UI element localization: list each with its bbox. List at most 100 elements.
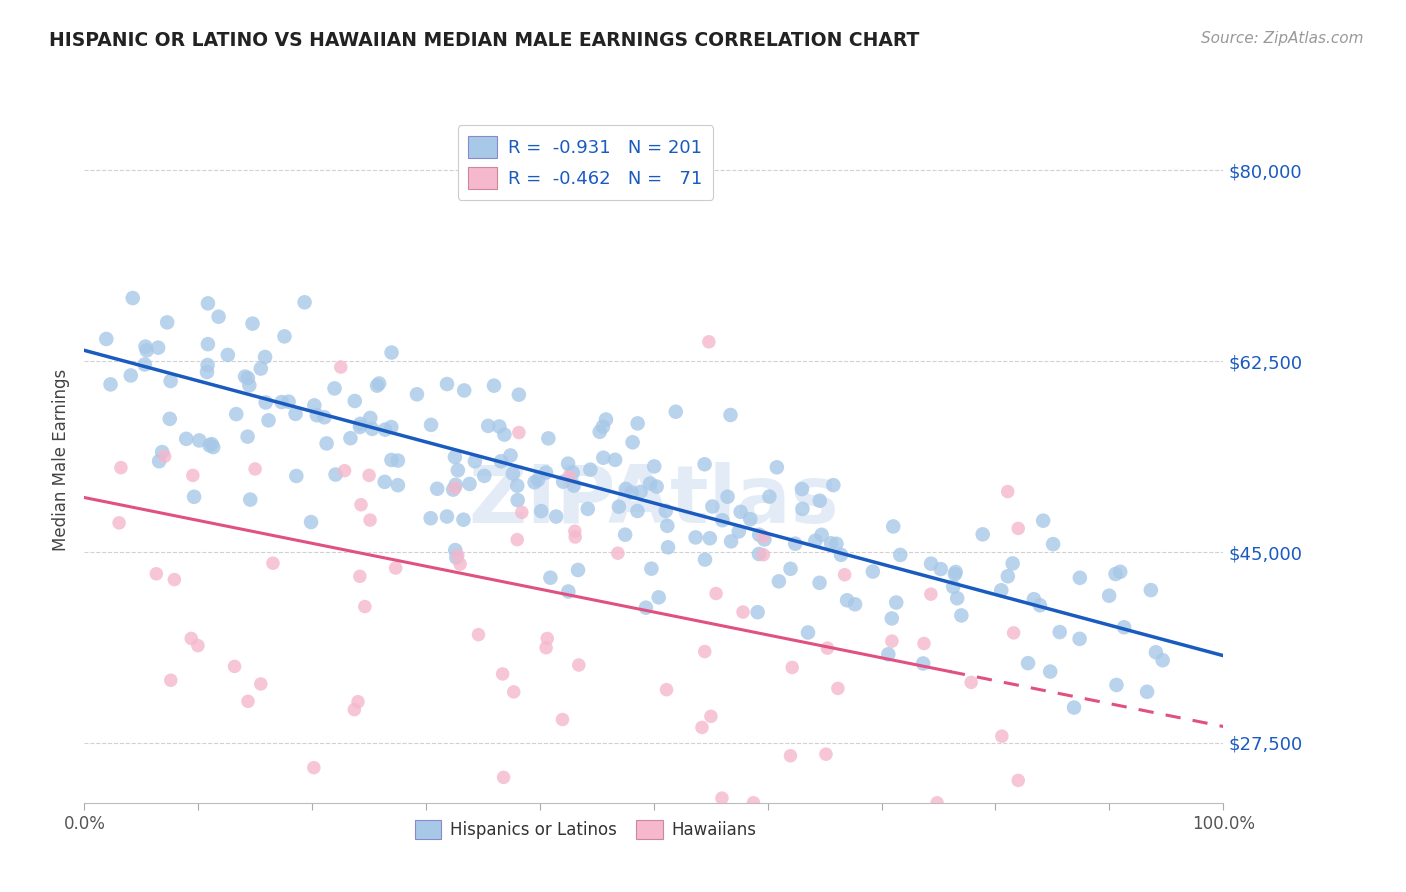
- Point: [699, 531, 721, 545]
- Point: [207, 310, 229, 324]
- Point: [700, 709, 723, 723]
- Point: [236, 429, 259, 443]
- Point: [697, 334, 720, 349]
- Point: [1152, 653, 1174, 667]
- Point: [195, 365, 218, 379]
- Point: [197, 296, 219, 310]
- Point: [1029, 599, 1052, 613]
- Point: [731, 605, 754, 619]
- Point: [254, 350, 277, 364]
- Point: [304, 398, 326, 412]
- Point: [347, 695, 370, 709]
- Point: [1007, 773, 1029, 788]
- Point: [634, 600, 657, 615]
- Point: [343, 394, 366, 409]
- Point: [716, 490, 738, 504]
- Point: [568, 658, 591, 673]
- Point: [627, 417, 650, 431]
- Point: [1140, 583, 1163, 598]
- Point: [380, 420, 402, 434]
- Point: [444, 543, 467, 558]
- Point: [626, 504, 648, 518]
- Point: [790, 482, 813, 496]
- Point: [453, 384, 475, 398]
- Point: [884, 595, 907, 609]
- Point: [991, 729, 1014, 743]
- Point: [655, 504, 678, 518]
- Point: [284, 407, 307, 421]
- Point: [810, 528, 832, 542]
- Point: [494, 427, 516, 442]
- Point: [368, 376, 391, 391]
- Point: [1105, 678, 1128, 692]
- Point: [426, 482, 449, 496]
- Point: [506, 493, 529, 508]
- Point: [638, 476, 661, 491]
- Point: [720, 534, 742, 549]
- Point: [197, 337, 219, 351]
- Point: [502, 467, 524, 481]
- Point: [880, 611, 903, 625]
- Text: ZIPAtlas: ZIPAtlas: [468, 461, 839, 540]
- Point: [197, 358, 219, 372]
- Point: [640, 562, 662, 576]
- Point: [534, 466, 557, 480]
- Point: [551, 713, 574, 727]
- Point: [780, 660, 803, 674]
- Point: [472, 468, 495, 483]
- Point: [754, 533, 776, 547]
- Point: [825, 537, 848, 551]
- Point: [1001, 557, 1024, 571]
- Point: [441, 483, 464, 497]
- Point: [239, 492, 262, 507]
- Point: [564, 530, 586, 544]
- Y-axis label: Median Male Earnings: Median Male Earnings: [52, 368, 70, 550]
- Point: [447, 549, 470, 563]
- Point: [997, 569, 1019, 583]
- Point: [808, 575, 831, 590]
- Point: [614, 482, 637, 496]
- Point: [1039, 665, 1062, 679]
- Point: [349, 420, 371, 434]
- Point: [645, 480, 668, 494]
- Point: [180, 632, 202, 646]
- Point: [752, 548, 775, 562]
- Point: [942, 580, 965, 594]
- Point: [614, 527, 637, 541]
- Point: [1007, 521, 1029, 535]
- Point: [814, 747, 837, 761]
- Point: [710, 791, 733, 805]
- Point: [249, 361, 271, 376]
- Point: [384, 561, 406, 575]
- Point: [603, 452, 626, 467]
- Text: HISPANIC OR LATINO VS HAWAIIAN MEDIAN MALE EARNINGS CORRELATION CHART: HISPANIC OR LATINO VS HAWAIIAN MEDIAN MA…: [49, 31, 920, 50]
- Point: [506, 478, 529, 492]
- Point: [766, 460, 789, 475]
- Point: [277, 394, 299, 409]
- Point: [477, 418, 499, 433]
- Point: [589, 425, 612, 439]
- Point: [912, 636, 935, 650]
- Point: [181, 468, 204, 483]
- Point: [576, 502, 599, 516]
- Point: [464, 454, 486, 468]
- Point: [748, 547, 770, 561]
- Point: [238, 378, 260, 392]
- Point: [183, 490, 205, 504]
- Point: [257, 413, 280, 427]
- Point: [830, 548, 852, 562]
- Point: [436, 509, 458, 524]
- Point: [1144, 645, 1167, 659]
- Point: [254, 395, 277, 409]
- Point: [110, 460, 132, 475]
- Point: [453, 513, 475, 527]
- Point: [648, 591, 671, 605]
- Point: [329, 360, 352, 375]
- Point: [820, 536, 842, 550]
- Point: [444, 481, 467, 495]
- Point: [201, 437, 224, 451]
- Point: [785, 536, 807, 550]
- Point: [446, 550, 468, 565]
- Point: [537, 431, 560, 445]
- Point: [912, 657, 935, 671]
